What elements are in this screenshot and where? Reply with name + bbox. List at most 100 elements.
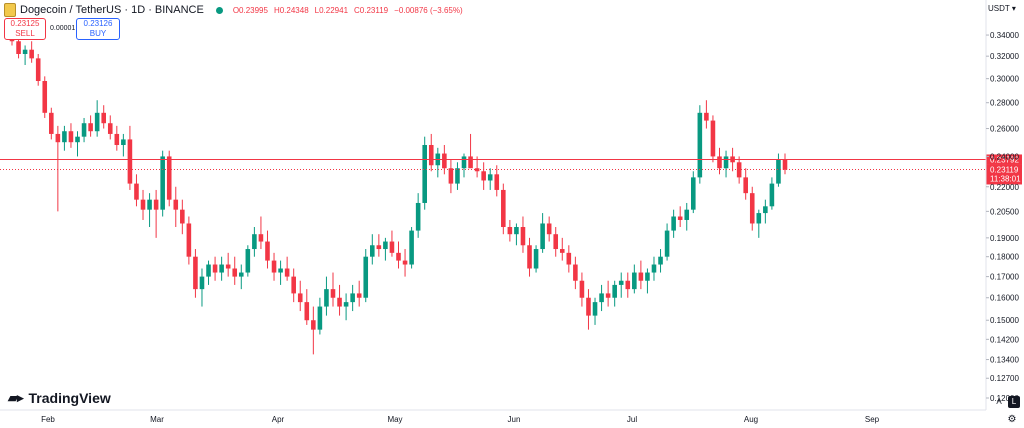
candle-body bbox=[684, 209, 690, 220]
gear-icon[interactable]: ⚙ bbox=[1007, 414, 1017, 425]
candle-body bbox=[455, 168, 460, 184]
candle-body bbox=[186, 223, 192, 257]
candle-body bbox=[461, 156, 467, 169]
candle-body bbox=[94, 112, 100, 132]
candle-body bbox=[193, 256, 198, 290]
y-tick-label: 0.13400 bbox=[990, 356, 1019, 365]
candle-body bbox=[743, 177, 748, 194]
candle-body bbox=[396, 252, 401, 261]
candle-body bbox=[42, 80, 48, 113]
tradingview-icon: ▰▸ bbox=[8, 390, 24, 405]
candle-body bbox=[409, 230, 414, 265]
y-tick-label: 0.28000 bbox=[990, 99, 1019, 108]
log-scale-button[interactable]: L bbox=[1008, 396, 1020, 408]
candle-body bbox=[291, 276, 296, 294]
y-tick-label: 0.22000 bbox=[990, 183, 1019, 192]
candle-body bbox=[599, 293, 604, 303]
candle-body bbox=[559, 249, 565, 253]
x-tick-label: Jun bbox=[508, 415, 521, 424]
candle-body bbox=[232, 268, 238, 277]
x-tick-label: Feb bbox=[41, 415, 55, 424]
candle-body bbox=[324, 289, 329, 307]
y-tick-label: 0.15000 bbox=[990, 316, 1019, 325]
candle-body bbox=[638, 272, 644, 281]
spread-value: 0.00001 bbox=[50, 25, 76, 32]
buy-button[interactable]: 0.23126 BUY bbox=[76, 18, 120, 40]
candle-body bbox=[284, 268, 290, 277]
candle-body bbox=[370, 245, 375, 257]
y-tick-label: 0.18000 bbox=[990, 253, 1019, 262]
doge-coin-icon bbox=[4, 3, 16, 17]
candle-body bbox=[782, 159, 788, 170]
tradingview-logo: ▰▸ TradingView bbox=[8, 390, 111, 406]
candle-body bbox=[153, 199, 159, 210]
buy-price: 0.23126 bbox=[83, 19, 113, 28]
candle-body bbox=[756, 213, 762, 224]
candle-body bbox=[710, 120, 716, 157]
candle-body bbox=[442, 153, 447, 169]
y-tick-label: 0.19000 bbox=[990, 234, 1019, 243]
candle-body bbox=[363, 256, 369, 298]
candle-body bbox=[199, 276, 205, 290]
candle-body bbox=[81, 123, 87, 137]
currency-selector[interactable]: USDT ▾ bbox=[988, 4, 1016, 13]
candle-body bbox=[553, 234, 559, 250]
auto-scale-button[interactable]: A bbox=[996, 397, 1002, 406]
candle-body bbox=[173, 199, 179, 210]
chart-header: Dogecoin / TetherUS · 1D · BINANCE O0.23… bbox=[4, 2, 469, 18]
candle-body bbox=[330, 289, 336, 298]
y-tick-label: 0.24000 bbox=[990, 152, 1019, 161]
candle-body bbox=[501, 189, 506, 228]
sell-price: 0.23125 bbox=[10, 19, 40, 28]
market-status-icon bbox=[215, 6, 223, 14]
y-tick-label: 0.34000 bbox=[990, 31, 1019, 40]
price-axis[interactable]: 0.34000 0.32000 0.30000 0.28000 0.26000 0.240… bbox=[985, 0, 1019, 410]
x-tick-label: May bbox=[387, 415, 402, 424]
sell-button[interactable]: 0.23125 SELL bbox=[4, 18, 46, 40]
last-price-tag bbox=[986, 164, 1022, 185]
symbol-title[interactable]: Dogecoin / TetherUS · 1D · BINANCE bbox=[20, 4, 204, 16]
candle-body bbox=[658, 256, 663, 265]
candle-body bbox=[16, 41, 21, 55]
ohlc-low: L0.22941 bbox=[314, 5, 349, 15]
last-price-label: 0.23119 bbox=[990, 165, 1019, 174]
candle-body bbox=[697, 112, 703, 178]
candle-body bbox=[605, 293, 611, 298]
candle-body bbox=[533, 249, 539, 269]
candle-body bbox=[35, 58, 41, 81]
candle-body bbox=[546, 223, 552, 235]
candle-body bbox=[749, 193, 755, 224]
y-tick-label: 0.30000 bbox=[990, 75, 1019, 84]
candle-body bbox=[278, 268, 283, 273]
candle-body bbox=[763, 206, 768, 214]
y-tick-label: 0.14200 bbox=[990, 335, 1019, 344]
buy-label: BUY bbox=[89, 29, 107, 38]
candle-body bbox=[245, 249, 251, 273]
y-tick-label: 0.26000 bbox=[990, 125, 1019, 134]
candle-body bbox=[664, 230, 670, 257]
candle-body bbox=[147, 199, 152, 210]
candle-body bbox=[415, 202, 421, 231]
candle-body bbox=[134, 183, 139, 200]
y-tick-label: 0.16000 bbox=[990, 294, 1019, 303]
x-tick-label: Aug bbox=[744, 415, 758, 424]
candle-body bbox=[271, 260, 277, 273]
countdown-label: 11:38:01 bbox=[990, 174, 1021, 183]
candle-body bbox=[304, 302, 310, 321]
ohlc-close: C0.23119 bbox=[354, 5, 389, 15]
candle-wicks bbox=[11, 22, 786, 355]
candle-body bbox=[494, 174, 500, 190]
y-tick-label: 0.32000 bbox=[990, 52, 1019, 61]
candle-body bbox=[62, 131, 67, 143]
candle-body bbox=[127, 139, 133, 184]
candle-body bbox=[690, 177, 696, 210]
time-axis[interactable]: Feb Mar Apr May Jun Jul Aug Sep bbox=[0, 409, 986, 424]
y-tick-label: 0.17000 bbox=[990, 273, 1019, 282]
upper-price-label: 0.23792 bbox=[990, 155, 1019, 164]
candle-body bbox=[107, 123, 113, 134]
candle-body bbox=[101, 112, 107, 124]
candle-body bbox=[337, 297, 342, 307]
x-tick-label: Apr bbox=[272, 415, 285, 424]
